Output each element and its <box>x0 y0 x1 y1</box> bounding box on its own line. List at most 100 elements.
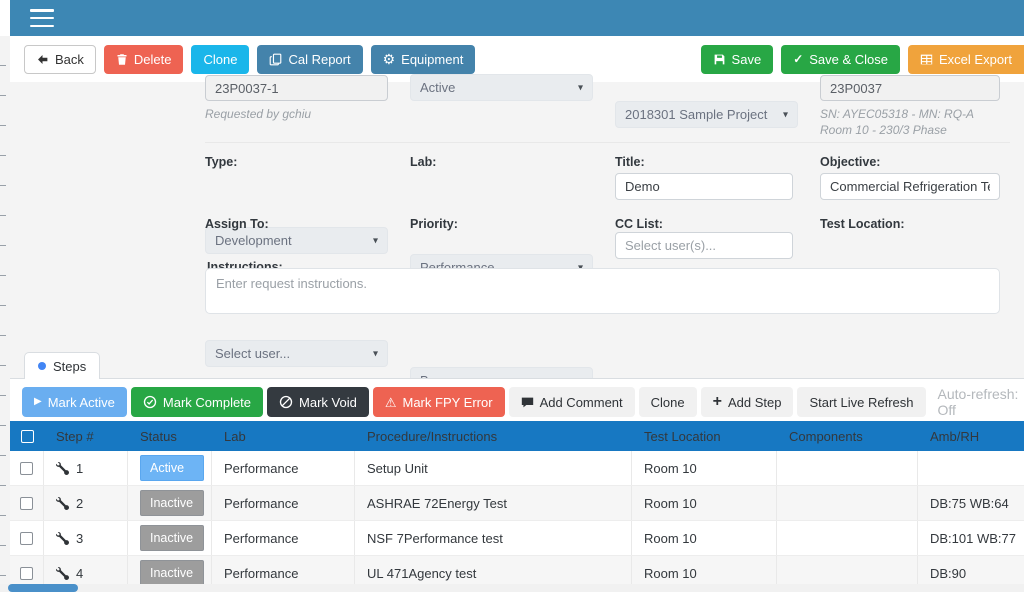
row-components <box>777 521 918 555</box>
clone-label: Clone <box>203 51 238 67</box>
status-select-value: Active <box>420 80 456 95</box>
objective-label: Objective: <box>820 155 881 169</box>
table-row[interactable]: 3 Inactive Performance NSF 7Performance … <box>10 521 1024 556</box>
row-checkbox[interactable] <box>20 531 33 545</box>
type-select[interactable]: Development ▾ <box>205 227 388 254</box>
check-circle-icon <box>143 395 157 409</box>
add-step-button[interactable]: + Add Step <box>700 387 794 417</box>
assign-to-select[interactable]: Select user... ▾ <box>205 340 388 367</box>
title-input[interactable] <box>615 173 793 200</box>
mark-active-button[interactable]: ▶ Mark Active <box>22 387 127 417</box>
steps-actions: ▶ Mark Active Mark Complete Mark Void ⚠ … <box>22 386 1024 418</box>
wrench-icon <box>56 531 69 545</box>
status-badge: Active <box>140 455 204 481</box>
equipment-button[interactable]: ⚙ Equipment <box>370 44 476 74</box>
requested-by-helper: Requested by gchiu <box>205 107 312 121</box>
clone-step-button[interactable]: Clone <box>638 387 697 417</box>
row-lab: Performance <box>212 486 355 520</box>
test-location-label: Test Location: <box>820 217 905 231</box>
type-label: Type: <box>205 155 238 169</box>
save-close-button[interactable]: ✓ Save & Close <box>781 44 901 74</box>
unit-sn-helper: SN: AYEC05318 - MN: RQ-A <box>820 107 975 121</box>
mark-void-label: Mark Void <box>299 394 357 410</box>
start-live-refresh-label: Start Live Refresh <box>809 394 914 410</box>
row-amb-rh: DB:90 <box>930 565 967 581</box>
mark-fpy-error-label: Mark FPY Error <box>402 394 493 410</box>
row-lab: Performance <box>212 521 355 555</box>
tab-steps[interactable]: Steps <box>24 352 101 379</box>
row-amb-rh: DB:75 WB:64 <box>930 495 1009 511</box>
mark-void-button[interactable]: Mark Void <box>267 387 369 417</box>
wrench-icon <box>56 496 69 510</box>
gears-icon: ⚙ <box>382 51 396 67</box>
start-live-refresh-button[interactable]: Start Live Refresh <box>797 387 926 417</box>
status-select[interactable]: Active ▾ <box>410 74 593 101</box>
step-number: 3 <box>76 530 84 546</box>
form-divider <box>205 142 1010 143</box>
objective-input[interactable] <box>820 173 1000 200</box>
mark-complete-button[interactable]: Mark Complete <box>130 387 264 417</box>
top-navbar <box>10 0 1024 36</box>
priority-label: Priority: <box>410 217 458 231</box>
header-test-location: Test Location <box>644 428 721 444</box>
equipment-label: Equipment <box>401 51 464 67</box>
auto-refresh-status: Auto-refresh: Off <box>937 386 1019 418</box>
delete-label: Delete <box>133 51 172 67</box>
caret-down-icon: ▾ <box>578 262 583 273</box>
mark-active-label: Mark Active <box>47 394 115 410</box>
row-lab: Performance <box>212 556 355 590</box>
clone-button[interactable]: Clone <box>191 44 250 74</box>
assign-to-select-value: Select user... <box>215 346 291 361</box>
toolbar-right-group: Save ✓ Save & Close Excel Export <box>700 44 1024 74</box>
assign-to-label: Assign To: <box>205 217 269 231</box>
caret-down-icon: ▾ <box>782 109 788 120</box>
copy-icon <box>270 53 282 65</box>
save-button[interactable]: Save <box>700 44 774 74</box>
steps-dot-icon <box>38 362 46 370</box>
project-select-value: 2018301 Sample Project <box>625 107 768 122</box>
add-comment-button[interactable]: Add Comment <box>508 387 635 417</box>
row-amb-rh-components <box>777 556 918 590</box>
spreadsheet-icon <box>920 54 933 64</box>
table-row[interactable]: 2 Inactive Performance ASHRAE 72Energy T… <box>10 486 1024 521</box>
cc-list-input[interactable] <box>615 232 793 259</box>
clone-step-label: Clone <box>650 394 685 410</box>
add-comment-label: Add Comment <box>539 394 623 410</box>
scrollbar-thumb[interactable] <box>8 584 78 592</box>
row-amb-rh: DB:101 WB:77 <box>930 530 1016 546</box>
select-all-checkbox[interactable] <box>20 429 34 443</box>
row-test-location: Room 10 <box>632 451 777 485</box>
toolbar: Back Delete Clone Cal Report ⚙ Equipment… <box>10 36 1024 82</box>
project-select[interactable]: 2018301 Sample Project ▾ <box>615 101 798 128</box>
horizontal-scrollbar[interactable] <box>0 584 1024 592</box>
row-checkbox[interactable] <box>20 566 33 580</box>
header-procedure: Procedure/Instructions <box>367 428 498 444</box>
mark-fpy-error-button[interactable]: ⚠ Mark FPY Error <box>372 387 505 417</box>
row-amb-rh <box>918 451 1024 485</box>
table-header-row: Step # Status Lab Procedure/Instructions… <box>10 421 1024 451</box>
instructions-textarea[interactable] <box>205 268 1000 314</box>
wrench-icon <box>56 461 69 475</box>
play-icon: ▶ <box>34 396 42 407</box>
title-label: Title: <box>615 155 645 169</box>
menu-icon[interactable] <box>30 9 54 27</box>
unit-number-input[interactable] <box>820 75 1000 101</box>
delete-button[interactable]: Delete <box>103 44 184 74</box>
request-number-input[interactable] <box>205 75 388 101</box>
trash-icon <box>117 53 127 65</box>
row-procedure: ASHRAE 72Energy Test <box>355 486 632 520</box>
cal-report-button[interactable]: Cal Report <box>257 44 363 74</box>
mark-complete-label: Mark Complete <box>162 394 252 410</box>
row-checkbox[interactable] <box>20 461 33 475</box>
request-form: Requested by gchiu Active ▾ 2018301 Samp… <box>10 74 1024 421</box>
excel-export-button[interactable]: Excel Export <box>908 44 1024 74</box>
table-row[interactable]: 1 Active Performance Setup Unit Room 10 <box>10 451 1024 486</box>
step-number: 1 <box>76 460 84 476</box>
back-button[interactable]: Back <box>24 44 96 74</box>
caret-down-icon: ▾ <box>372 235 378 246</box>
row-components <box>777 486 918 520</box>
unit-room-helper: Room 10 - 230/3 Phase <box>820 123 947 137</box>
row-checkbox[interactable] <box>20 496 33 510</box>
floppy-icon <box>714 54 724 64</box>
